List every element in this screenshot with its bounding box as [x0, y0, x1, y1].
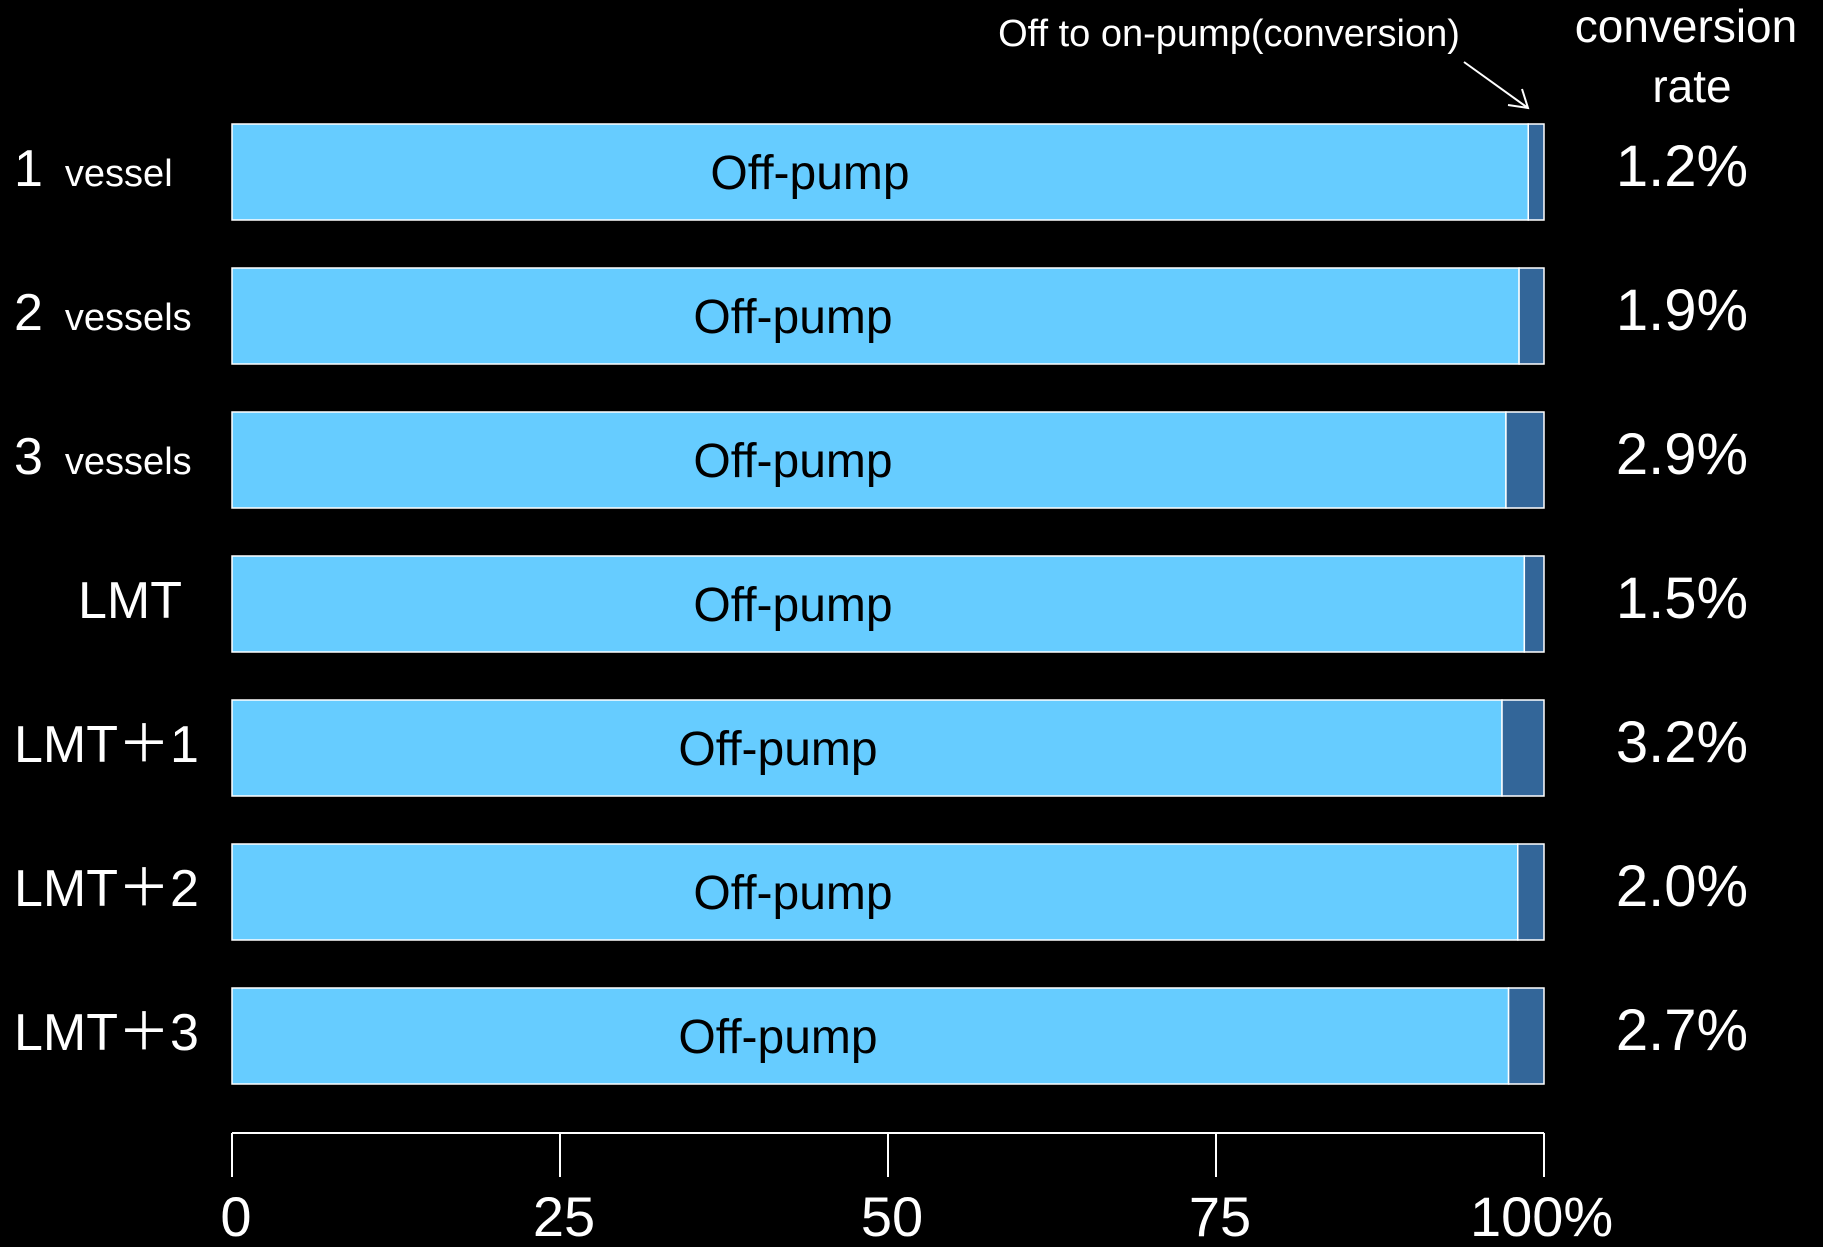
conversion-rate-value: 2.0% [1616, 854, 1748, 919]
bar-off-pump [231, 987, 1510, 1085]
bar-off-pump [231, 555, 1526, 653]
rate-header-line2: rate [1652, 60, 1731, 112]
conversion-rate-value: 1.5% [1616, 566, 1748, 631]
bar-label: Off-pump [693, 435, 892, 488]
bars-group: Off-pump Off-pump Off-pump Off-pump Off-pump… [231, 123, 1545, 1085]
x-tick-label: 0 [220, 1185, 251, 1242]
category-sub-text: vessel [65, 153, 173, 195]
x-tick-label: 50 [861, 1185, 923, 1242]
category-main-text: 1 [14, 140, 43, 198]
bar-conversion [1518, 267, 1545, 365]
bar-off-pump [231, 123, 1530, 221]
category-main-text: 3 [14, 428, 43, 486]
category-label: LMT [78, 572, 182, 630]
bar-conversion [1505, 411, 1545, 509]
bar-off-pump [231, 843, 1519, 941]
category-main-text: 2 [14, 284, 43, 342]
x-axis: 0 25 50 75 100% [220, 1132, 1613, 1247]
x-tick-label: 75 [1189, 1185, 1251, 1242]
conversion-rate-value: 1.2% [1616, 134, 1748, 199]
bar-label: Off-pump [710, 147, 909, 200]
category-main-text: LMT [78, 572, 182, 630]
bar-conversion [1507, 987, 1545, 1085]
category-sub-text: vessels [65, 441, 192, 483]
bar-label: Off-pump [678, 723, 877, 776]
bar-label: Off-pump [693, 867, 892, 920]
category-label: LMT＋3 [14, 1004, 199, 1062]
x-tick-label: 100% [1470, 1185, 1613, 1242]
category-label: 2 vessels [14, 284, 192, 342]
category-labels-group: 1 vessel 2 vessels 3 vessels LMT LMT＋1 LMT＋2 LMT＋… [14, 140, 199, 1062]
category-label: LMT＋2 [14, 860, 199, 918]
category-label: 1 vessel [14, 140, 173, 198]
bar-conversion [1527, 123, 1545, 221]
conversion-rate-value: 3.2% [1616, 710, 1748, 775]
bar-conversion [1501, 699, 1545, 797]
annotation-arrow-line [1463, 61, 1529, 109]
annotation-arrow-head [1507, 88, 1530, 110]
category-sub-text: vessels [65, 297, 192, 339]
conversion-rate-value: 1.9% [1616, 278, 1748, 343]
x-tick-label: 25 [533, 1185, 595, 1242]
bar-label: Off-pump [693, 579, 892, 632]
bar-conversion [1517, 843, 1545, 941]
conversion-annotation: Off to on-pump(conversion) [998, 13, 1460, 55]
category-label: LMT＋1 [14, 716, 199, 774]
bar-off-pump [231, 699, 1503, 797]
bar-off-pump [231, 267, 1520, 365]
category-label: 3 vessels [14, 428, 192, 486]
bar-label: Off-pump [678, 1011, 877, 1064]
category-main-text: LMT＋1 [14, 716, 199, 774]
conversion-rate-value: 2.9% [1616, 422, 1748, 487]
rate-labels-group: 1.2% 1.9% 2.9% 1.5% 3.2% 2.0% 2.7% conversion ra… [1575, 0, 1797, 1063]
category-main-text: LMT＋2 [14, 860, 199, 918]
rate-header-line1: conversion [1575, 0, 1797, 52]
annotation-group: Off to on-pump(conversion) [998, 13, 1530, 110]
bar-label: Off-pump [693, 291, 892, 344]
conversion-rate-value: 2.7% [1616, 998, 1748, 1063]
bar-conversion [1523, 555, 1545, 653]
bar-off-pump [231, 411, 1507, 509]
category-main-text: LMT＋3 [14, 1004, 199, 1062]
